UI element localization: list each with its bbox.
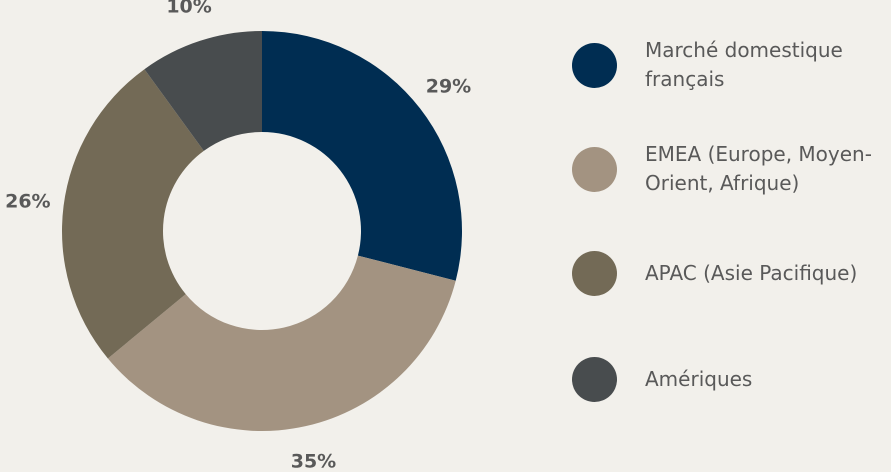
- slice-apac: [61, 69, 204, 359]
- legend-label: EMEA (Europe, Moyen-Orient, Afrique): [645, 142, 872, 195]
- value-label: 29%: [426, 75, 471, 97]
- value-label: 26%: [5, 190, 50, 212]
- legend-item: APAC (Asie Pacifique): [572, 251, 889, 296]
- legend-swatch: [572, 146, 617, 192]
- legend: Marché domestique français EMEA (Europe,…: [572, 0, 891, 472]
- slice-emea: [107, 255, 456, 431]
- legend-label: APAC (Asie Pacifique): [645, 261, 858, 285]
- legend-swatch: [572, 357, 617, 402]
- value-label: 10%: [166, 0, 211, 18]
- legend-item: Amériques: [572, 357, 889, 402]
- donut-slices: [61, 31, 463, 431]
- legend-swatch: [572, 42, 617, 88]
- legend-swatch: [572, 251, 617, 296]
- value-label: 35%: [291, 450, 336, 472]
- legend-label: Amériques: [645, 367, 753, 391]
- donut-chart: 29% 35% 26% 10%: [5, 0, 471, 472]
- legend-item: Marché domestique français: [572, 36, 889, 94]
- legend-label: Marché domestique français: [645, 38, 843, 91]
- donut-value-labels: 29% 35% 26% 10%: [5, 0, 471, 472]
- slice-americas: [144, 31, 262, 151]
- slice-domestic: [262, 31, 463, 281]
- legend-item: EMEA (Europe, Moyen-Orient, Afrique): [572, 140, 889, 198]
